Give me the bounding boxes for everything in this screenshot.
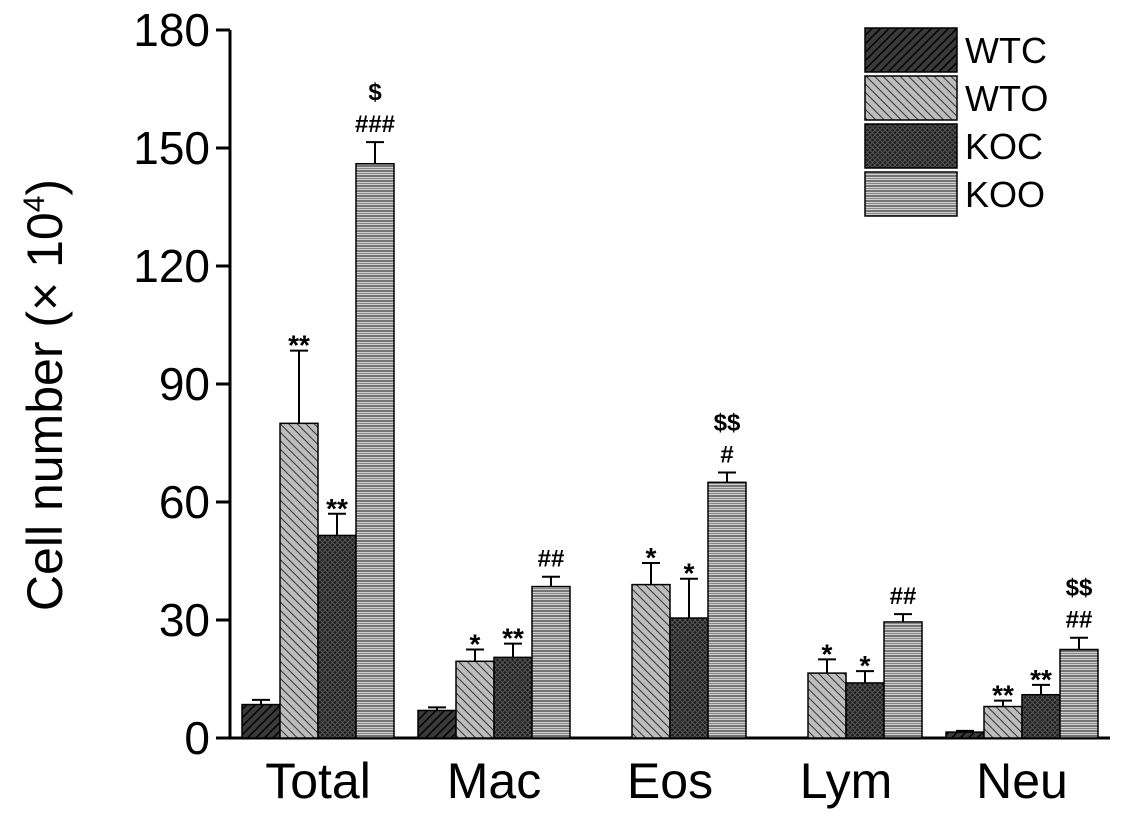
significance-label: * <box>646 542 657 573</box>
x-tick-label: Neu <box>976 753 1068 809</box>
bar-wto-lym <box>808 673 846 738</box>
bar-koo-lym <box>884 622 922 738</box>
legend-swatch-wtc <box>865 28 957 72</box>
y-tick-label: 0 <box>184 712 210 764</box>
bar-wto-neu <box>984 707 1022 738</box>
significance-label: $$ <box>1066 575 1093 602</box>
legend: WTC WTO KOC KOO <box>865 28 1048 216</box>
y-tick-label: 60 <box>159 476 210 528</box>
bar-wtc-total <box>242 705 280 738</box>
legend-swatch-koo <box>865 172 957 216</box>
bar-koo-mac <box>532 587 570 738</box>
bar-koo-neu <box>1060 650 1098 739</box>
legend-label-koo: KOO <box>965 174 1045 215</box>
bar-koc-neu <box>1022 695 1060 738</box>
y-tick-label: 30 <box>159 594 210 646</box>
x-tick-label: Eos <box>627 753 713 809</box>
significance-label: ## <box>538 546 565 573</box>
y-tick-label: 90 <box>159 358 210 410</box>
significance-label: ### <box>355 111 395 138</box>
significance-label: ## <box>890 583 917 610</box>
bar-koc-eos <box>670 618 708 738</box>
y-axis-title: Cell number (× 104) <box>17 179 73 611</box>
bar-wto-total <box>280 423 318 738</box>
x-tick-label: Total <box>265 753 371 809</box>
significance-label: * <box>860 650 871 681</box>
x-tick-label: Mac <box>447 753 541 809</box>
y-tick-label: 120 <box>133 240 210 292</box>
significance-label: ## <box>1066 607 1093 634</box>
bar-koo-total <box>356 164 394 738</box>
bars <box>242 142 1098 738</box>
legend-label-wtc: WTC <box>965 30 1047 71</box>
significance-label: ** <box>1030 664 1052 695</box>
significance-label: * <box>822 638 833 669</box>
significance-label: # <box>720 442 733 469</box>
bar-koc-total <box>318 535 356 738</box>
bar-koc-mac <box>494 657 532 738</box>
bar-wtc-neu <box>946 732 984 738</box>
significance-label: ** <box>288 330 310 361</box>
significance-label: ** <box>502 623 524 654</box>
significance-label: ** <box>992 680 1014 711</box>
bar-wto-eos <box>632 585 670 738</box>
significance-label: $$ <box>714 410 741 437</box>
bar-koo-eos <box>708 482 746 738</box>
legend-label-koc: KOC <box>965 126 1043 167</box>
x-tick-label: Lym <box>800 753 893 809</box>
significance-label: $ <box>368 79 382 106</box>
bar-wtc-mac <box>418 710 456 738</box>
y-tick-label: 180 <box>133 4 210 56</box>
legend-swatch-wto <box>865 76 957 120</box>
significance-label: ** <box>326 493 348 524</box>
legend-swatch-koc <box>865 124 957 168</box>
significance-label: * <box>470 629 481 660</box>
significance-label: * <box>684 558 695 589</box>
legend-label-wto: WTO <box>965 78 1048 119</box>
y-tick-label: 150 <box>133 122 210 174</box>
bar-koc-lym <box>846 683 884 738</box>
bar-wto-mac <box>456 661 494 738</box>
